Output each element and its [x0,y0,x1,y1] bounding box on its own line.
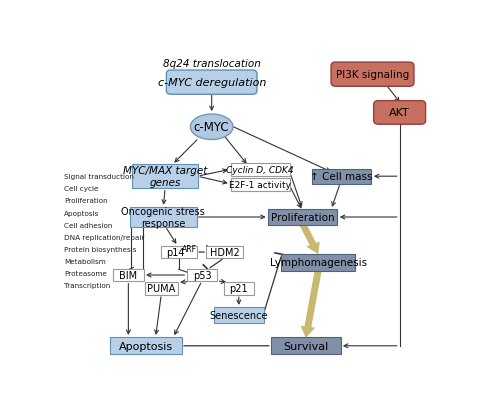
Text: HDM2: HDM2 [210,247,240,257]
Text: p53: p53 [192,271,212,280]
Text: p14: p14 [166,247,185,257]
Text: Survival: Survival [283,341,329,351]
FancyBboxPatch shape [160,246,197,259]
FancyBboxPatch shape [331,63,414,87]
Text: Cell adhesion: Cell adhesion [64,222,113,228]
FancyBboxPatch shape [132,165,198,189]
Text: Oncogenic stress
response: Oncogenic stress response [122,206,205,228]
Text: Signal transduction: Signal transduction [64,174,134,180]
Text: Metabolism: Metabolism [64,259,106,264]
FancyBboxPatch shape [144,282,178,295]
Text: p21: p21 [230,284,248,294]
Text: Proliferation: Proliferation [64,198,108,204]
FancyArrow shape [300,224,320,255]
Text: MYC/MAX target
genes: MYC/MAX target genes [123,166,208,188]
FancyBboxPatch shape [271,337,340,354]
Text: c-MYC deregulation: c-MYC deregulation [158,78,266,88]
FancyBboxPatch shape [166,71,257,95]
FancyBboxPatch shape [281,254,355,271]
Text: Cyclin D, CDK4: Cyclin D, CDK4 [226,165,294,174]
FancyBboxPatch shape [130,208,196,227]
FancyBboxPatch shape [110,337,182,354]
Text: E2F-1 activity: E2F-1 activity [229,180,291,189]
Text: Senescence: Senescence [210,310,268,320]
Text: c-MYC: c-MYC [194,121,230,134]
Text: PUMA: PUMA [147,284,176,294]
Text: Proteasome: Proteasome [64,271,108,276]
FancyBboxPatch shape [230,164,290,176]
FancyBboxPatch shape [268,209,338,225]
Ellipse shape [190,115,233,140]
Text: 8q24 translocation: 8q24 translocation [163,59,260,69]
Text: AKT: AKT [389,108,410,118]
Text: ↑ Cell mass: ↑ Cell mass [310,172,373,182]
Text: Protein biosynthesis: Protein biosynthesis [64,246,137,252]
Text: Cell cycle: Cell cycle [64,186,99,192]
FancyBboxPatch shape [224,282,254,295]
Text: Proliferation: Proliferation [271,212,334,223]
FancyBboxPatch shape [206,246,242,259]
Text: ARF: ARF [182,244,197,253]
FancyBboxPatch shape [230,178,290,191]
Text: Apoptosis: Apoptosis [64,210,100,216]
FancyBboxPatch shape [186,269,218,282]
FancyBboxPatch shape [374,102,426,125]
FancyBboxPatch shape [312,169,371,184]
FancyArrow shape [300,270,322,338]
FancyBboxPatch shape [214,307,264,323]
Text: DNA replication/repair: DNA replication/repair [64,234,145,240]
Text: BIM: BIM [120,271,138,280]
Text: Transcription: Transcription [64,282,110,289]
Text: PI3K signaling: PI3K signaling [336,70,409,80]
Text: Apoptosis: Apoptosis [119,341,173,351]
FancyBboxPatch shape [113,269,144,282]
Text: Lymphomagenesis: Lymphomagenesis [270,258,367,268]
